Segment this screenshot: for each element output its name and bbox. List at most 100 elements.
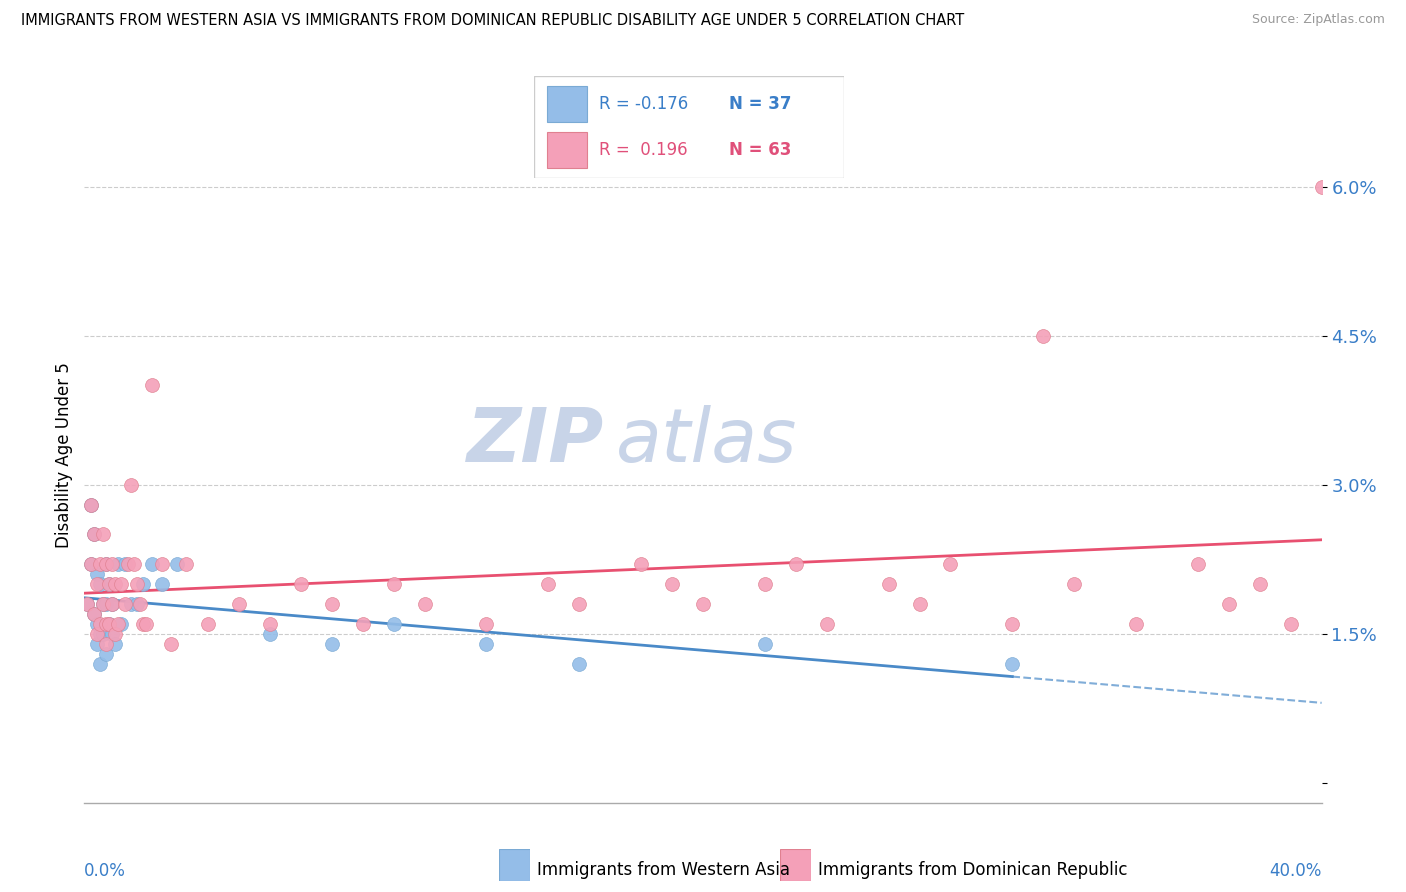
Point (692, 597, 714, 611)
Point (76, 597, 98, 611)
Point (94, 647, 117, 661)
Point (135, 616, 157, 631)
Point (568, 597, 591, 611)
Text: Immigrants from Western Asia: Immigrants from Western Asia (537, 861, 790, 879)
Point (1279, 616, 1302, 631)
Point (352, 616, 374, 631)
Point (122, 558, 145, 572)
Point (89, 577, 111, 591)
Point (91, 597, 114, 611)
Point (86, 616, 108, 631)
Point (107, 616, 129, 631)
Point (89, 657, 111, 671)
Point (382, 616, 405, 631)
Point (382, 577, 405, 591)
Point (89, 558, 111, 572)
Point (98, 577, 121, 591)
Point (1310, 179, 1333, 194)
Point (141, 378, 163, 392)
Y-axis label: Disability Age Under 5: Disability Age Under 5 (55, 362, 73, 548)
Point (877, 577, 900, 591)
Point (117, 558, 139, 572)
Point (98, 616, 121, 631)
Point (104, 637, 127, 651)
Point (132, 616, 155, 631)
Point (98, 577, 121, 591)
FancyBboxPatch shape (534, 76, 844, 178)
Text: R = -0.176: R = -0.176 (599, 95, 689, 113)
Point (104, 577, 127, 591)
Point (79, 498, 101, 512)
Bar (547, 87, 586, 122)
Point (120, 597, 142, 611)
Point (1063, 577, 1085, 591)
Point (908, 597, 931, 611)
Point (475, 637, 498, 651)
Point (125, 597, 148, 611)
Point (166, 558, 188, 572)
Point (259, 616, 281, 631)
Point (86, 637, 108, 651)
Point (86, 627, 108, 641)
Text: R =  0.196: R = 0.196 (599, 141, 688, 159)
Point (568, 657, 591, 671)
Point (1032, 328, 1054, 343)
Point (94, 597, 117, 611)
Point (79, 558, 101, 572)
Point (76, 597, 98, 611)
Point (141, 558, 163, 572)
Point (475, 616, 498, 631)
Text: IMMIGRANTS FROM WESTERN ASIA VS IMMIGRANTS FROM DOMINICAN REPUBLIC DISABILITY AG: IMMIGRANTS FROM WESTERN ASIA VS IMMIGRAN… (21, 13, 965, 29)
Point (94, 616, 117, 631)
Text: atlas: atlas (616, 405, 797, 477)
Point (91, 527, 114, 541)
Point (1125, 616, 1147, 631)
Point (86, 567, 108, 582)
Point (321, 637, 343, 651)
Point (754, 637, 776, 651)
Text: 40.0%: 40.0% (1270, 863, 1322, 880)
Point (228, 597, 250, 611)
Point (537, 577, 560, 591)
Text: N = 63: N = 63 (730, 141, 792, 159)
Point (413, 597, 436, 611)
Point (83, 527, 105, 541)
Point (1001, 616, 1024, 631)
Point (150, 577, 173, 591)
Point (197, 616, 219, 631)
Point (815, 616, 838, 631)
Point (939, 558, 962, 572)
Point (83, 607, 105, 621)
Point (91, 627, 114, 641)
Point (150, 558, 173, 572)
Point (290, 577, 312, 591)
Bar (547, 132, 586, 168)
Text: Immigrants from Dominican Republic: Immigrants from Dominican Republic (818, 861, 1128, 879)
Point (754, 577, 776, 591)
Point (101, 597, 124, 611)
Point (94, 558, 117, 572)
Text: Source: ZipAtlas.com: Source: ZipAtlas.com (1251, 13, 1385, 27)
Text: 0.0%: 0.0% (84, 863, 127, 880)
Point (129, 597, 152, 611)
Point (132, 577, 155, 591)
Point (661, 577, 683, 591)
Point (104, 627, 127, 641)
Point (79, 558, 101, 572)
Point (101, 558, 124, 572)
Point (1187, 558, 1209, 572)
Point (785, 558, 807, 572)
Point (89, 616, 111, 631)
Point (86, 577, 108, 591)
Point (1249, 577, 1271, 591)
Point (101, 627, 124, 641)
Point (79, 498, 101, 512)
Point (83, 607, 105, 621)
Point (321, 597, 343, 611)
Text: N = 37: N = 37 (730, 95, 792, 113)
Point (176, 558, 198, 572)
Point (114, 558, 136, 572)
Point (98, 616, 121, 631)
Point (110, 577, 132, 591)
Point (91, 597, 114, 611)
